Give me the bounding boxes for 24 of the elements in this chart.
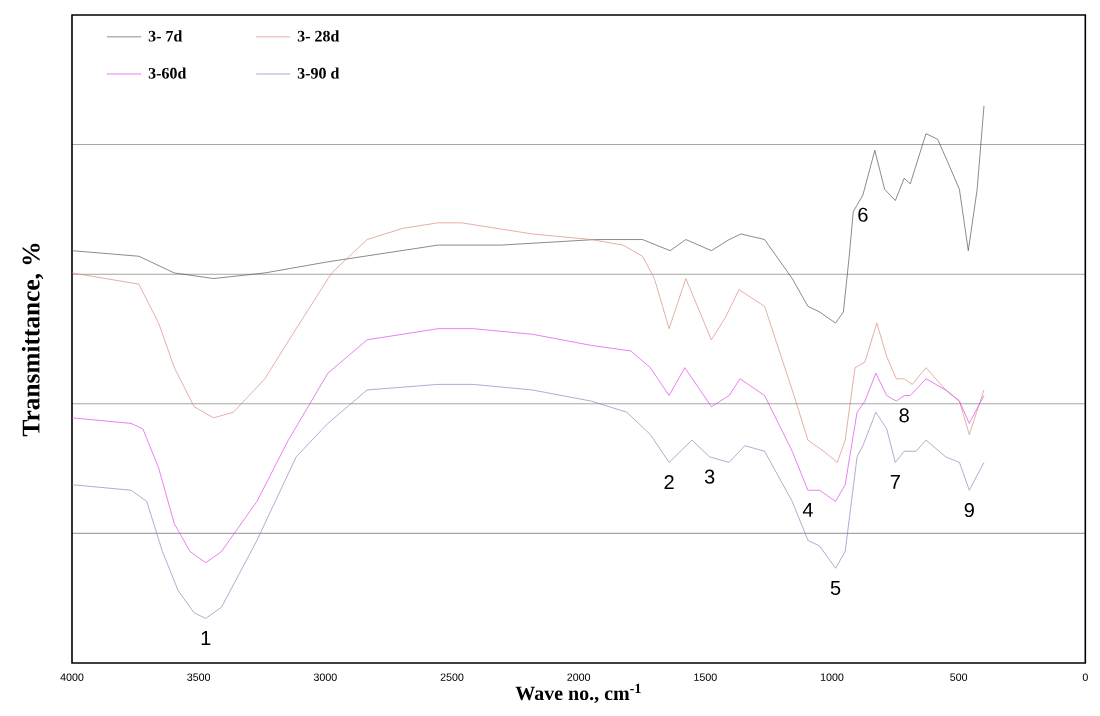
x-tick-label: 3500 [187, 673, 211, 681]
annotation: 7 [890, 475, 900, 489]
annotation: 9 [964, 502, 974, 518]
annotation: 8 [899, 408, 909, 423]
annotation: 3 [704, 469, 715, 484]
annotation: 1 [201, 631, 211, 645]
x-tick-label: 500 [950, 673, 968, 681]
x-tick-label: 4000 [60, 673, 84, 681]
legend-label: 3- 7d [148, 30, 183, 42]
x-tick-label: 1000 [820, 673, 844, 681]
annotation: 2 [664, 475, 674, 490]
legend-label: 3- 28d [297, 30, 340, 42]
x-tick-label: 0 [1082, 673, 1088, 681]
annotation: 4 [802, 502, 813, 517]
annotation: 6 [858, 207, 868, 222]
x-tick-label: 3000 [313, 673, 337, 681]
x-tick-label: 2500 [440, 673, 464, 681]
legend-label: 3-60d [148, 67, 187, 79]
legend-label: 3-90 d [297, 67, 340, 79]
x-tick-label: 2000 [567, 673, 591, 681]
y-axis-title: Transmittance, % [21, 243, 44, 437]
annotation: 5 [830, 580, 841, 595]
x-tick-label: 1500 [694, 673, 717, 681]
x-axis-title: Wave no., cm$^{-1}$ [515, 683, 641, 703]
